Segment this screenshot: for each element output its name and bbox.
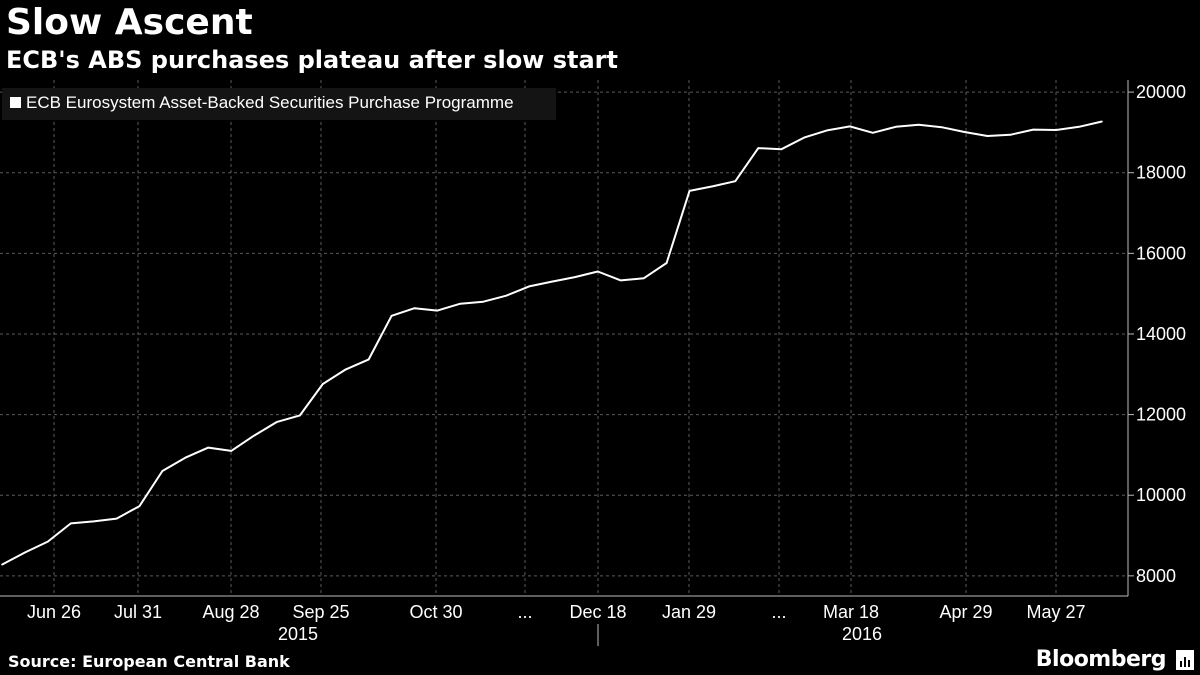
data-point: [367, 358, 370, 361]
year-label: 2015: [278, 624, 318, 644]
data-point: [47, 540, 49, 543]
x-tick-label: Sep 25: [292, 602, 349, 622]
chart-title: Slow Ascent: [6, 2, 253, 43]
data-point: [711, 185, 714, 188]
data-point: [642, 277, 645, 280]
data-point: [1055, 129, 1057, 131]
data-point: [940, 126, 943, 128]
y-tick-label: 12000: [1136, 405, 1186, 425]
data-point: [459, 302, 462, 305]
series-line: [1, 120, 1103, 566]
data-point: [1009, 134, 1012, 136]
y-tick-label: 14000: [1136, 324, 1186, 344]
y-tick-label: 20000: [1136, 82, 1186, 102]
y-tick-label: 18000: [1136, 163, 1186, 183]
data-point: [299, 414, 301, 417]
x-tick-label: May 27: [1026, 602, 1085, 622]
brand-logo: Bloomberg: [1035, 647, 1167, 672]
y-tick-label: 10000: [1136, 485, 1186, 505]
x-tick-label: Apr 29: [939, 602, 992, 622]
data-point: [963, 131, 966, 133]
chart-subtitle: ECB's ABS purchases plateau after slow s…: [6, 46, 618, 74]
x-tick-label: Jun 26: [27, 602, 81, 622]
year-label: 2016: [842, 624, 882, 644]
data-point: [734, 180, 737, 182]
x-tick-label: Jan 29: [662, 602, 716, 622]
data-point: [551, 280, 553, 283]
data-point: [849, 125, 851, 128]
data-point: [161, 470, 164, 472]
source-note: Source: European Central Bank: [8, 652, 290, 671]
data-point: [917, 123, 920, 126]
data-point: [826, 129, 828, 132]
data-point: [1032, 128, 1035, 131]
legend-box: [2, 88, 556, 120]
data-point: [872, 132, 874, 134]
legend-label: ECB Eurosystem Asset-Backed Securities P…: [26, 93, 514, 112]
x-tick-label: Aug 28: [202, 602, 259, 622]
data-point: [24, 551, 26, 554]
x-tick-label: ...: [771, 602, 786, 622]
data-point: [115, 517, 118, 520]
y-tick-label: 16000: [1136, 243, 1186, 263]
data-point: [230, 450, 232, 452]
data-point: [1, 563, 3, 566]
data-point: [69, 522, 72, 525]
data-point: [803, 136, 805, 139]
data-point: [253, 434, 255, 437]
data-point: [505, 294, 507, 297]
data-point: [619, 279, 622, 282]
data-point: [780, 148, 782, 151]
x-tick-label: Dec 18: [569, 602, 626, 622]
data-point: [528, 285, 530, 288]
data-point: [184, 456, 187, 459]
data-point: [574, 276, 576, 278]
data-point: [207, 446, 210, 449]
bloomberg-terminal-icon: [1176, 650, 1194, 670]
x-tick-label: Oct 30: [409, 602, 462, 622]
data-point: [344, 368, 347, 371]
data-point: [665, 262, 668, 264]
data-point: [436, 309, 439, 312]
data-point: [757, 147, 760, 149]
data-point: [276, 421, 278, 423]
data-point: [1101, 120, 1103, 123]
data-point: [413, 307, 416, 309]
data-point: [322, 383, 324, 385]
legend-swatch: [10, 97, 21, 108]
data-point: [597, 270, 599, 273]
data-point: [482, 300, 485, 303]
line-chart: 8000 10000 12000 14000 16000 18000 20000 Jun 26…: [0, 80, 1186, 646]
data-point: [138, 505, 141, 507]
data-point: [986, 135, 989, 137]
data-point: [894, 125, 897, 128]
x-tick-label: ...: [517, 602, 532, 622]
data-point: [92, 520, 95, 523]
x-tick-label: Jul 31: [114, 602, 162, 622]
data-point: [390, 315, 393, 317]
y-tick-label: 8000: [1136, 566, 1176, 586]
x-tick-label: Mar 18: [823, 602, 879, 622]
data-point: [1078, 125, 1080, 128]
data-point: [688, 190, 691, 192]
